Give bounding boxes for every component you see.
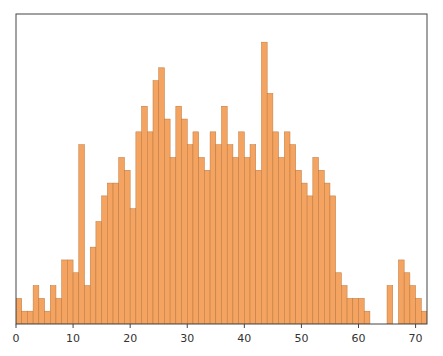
histogram-bar (216, 145, 222, 324)
histogram-bar (170, 157, 176, 324)
histogram-bar (45, 311, 51, 324)
histogram-bar (313, 157, 319, 324)
plot-frame (16, 14, 427, 324)
x-tick-label: 70 (409, 332, 423, 345)
histogram-bar (250, 145, 256, 324)
histogram-bar (16, 298, 22, 324)
x-tick (244, 324, 245, 328)
histogram-bar (410, 286, 416, 324)
histogram-bar (301, 183, 307, 324)
histogram-bar (364, 311, 370, 324)
histogram-bar (62, 260, 68, 324)
histogram-bar (193, 132, 199, 324)
histogram-bar (159, 68, 165, 324)
histogram-bar (421, 311, 427, 324)
x-tick-label: 10 (66, 332, 80, 345)
histogram-bar (56, 298, 62, 324)
histogram-bar (319, 170, 325, 324)
histogram-bar (359, 298, 365, 324)
x-tick-label: 0 (13, 332, 20, 345)
histogram-bar (204, 170, 210, 324)
histogram-bar (85, 286, 91, 324)
histogram-bar (290, 145, 296, 324)
histogram-bar (324, 183, 330, 324)
histogram-bar (39, 298, 45, 324)
histogram-bar (273, 132, 279, 324)
histogram-bar (227, 145, 233, 324)
histogram-bar (50, 286, 56, 324)
histogram-bar (113, 183, 119, 324)
histogram-bar (124, 170, 130, 324)
histogram-bar (107, 183, 113, 324)
x-tick-label: 50 (294, 332, 308, 345)
histogram-bar (347, 298, 353, 324)
histogram-bar (67, 260, 73, 324)
histogram-bar (256, 170, 262, 324)
histogram-bar (341, 286, 347, 324)
x-tick-label: 20 (123, 332, 137, 345)
x-tick (301, 324, 302, 328)
histogram-bar (102, 196, 108, 324)
histogram-bar (336, 273, 342, 324)
histogram-bar (27, 311, 33, 324)
histogram-bar (119, 157, 125, 324)
x-tick (73, 324, 74, 328)
histogram-bar (387, 286, 393, 324)
chart: 0 10 20 30 40 50 60 70 (0, 0, 443, 356)
x-tick (130, 324, 131, 328)
x-tick (358, 324, 359, 328)
histogram-bar (130, 209, 136, 324)
x-tick-label: 30 (180, 332, 194, 345)
histogram-bar (22, 311, 28, 324)
histogram-bar (267, 93, 273, 324)
x-tick (16, 324, 17, 328)
histogram-bar (404, 273, 410, 324)
histogram-bar (73, 273, 79, 324)
histogram-bar (153, 81, 159, 324)
histogram-bar (296, 170, 302, 324)
histogram-bar (182, 119, 188, 324)
histogram-bar (187, 145, 193, 324)
histogram-bar (416, 298, 422, 324)
histogram-bar (164, 119, 170, 324)
histogram-bar (233, 157, 239, 324)
histogram-bar (79, 145, 85, 324)
x-tick (187, 324, 188, 328)
x-tick-label: 60 (352, 332, 366, 345)
histogram-bar (142, 106, 148, 324)
histogram-bar (147, 132, 153, 324)
histogram-bar (284, 132, 290, 324)
x-tick-label: 40 (237, 332, 251, 345)
bars (16, 42, 427, 324)
histogram-bar (136, 132, 142, 324)
histogram-bar (398, 260, 404, 324)
histogram-bar (222, 106, 228, 324)
histogram-bar (210, 132, 216, 324)
histogram-bar (33, 286, 39, 324)
histogram-bar (96, 222, 102, 324)
histogram-bar (244, 157, 250, 324)
histogram-bar (307, 196, 313, 324)
histogram-bar (279, 157, 285, 324)
x-tick (415, 324, 416, 328)
histogram-bar (90, 247, 96, 324)
histogram-bar (199, 157, 205, 324)
histogram-bar (239, 132, 245, 324)
histogram-bar (261, 42, 267, 324)
histogram-bar (176, 106, 182, 324)
histogram-bar (330, 196, 336, 324)
histogram-bar (353, 298, 359, 324)
